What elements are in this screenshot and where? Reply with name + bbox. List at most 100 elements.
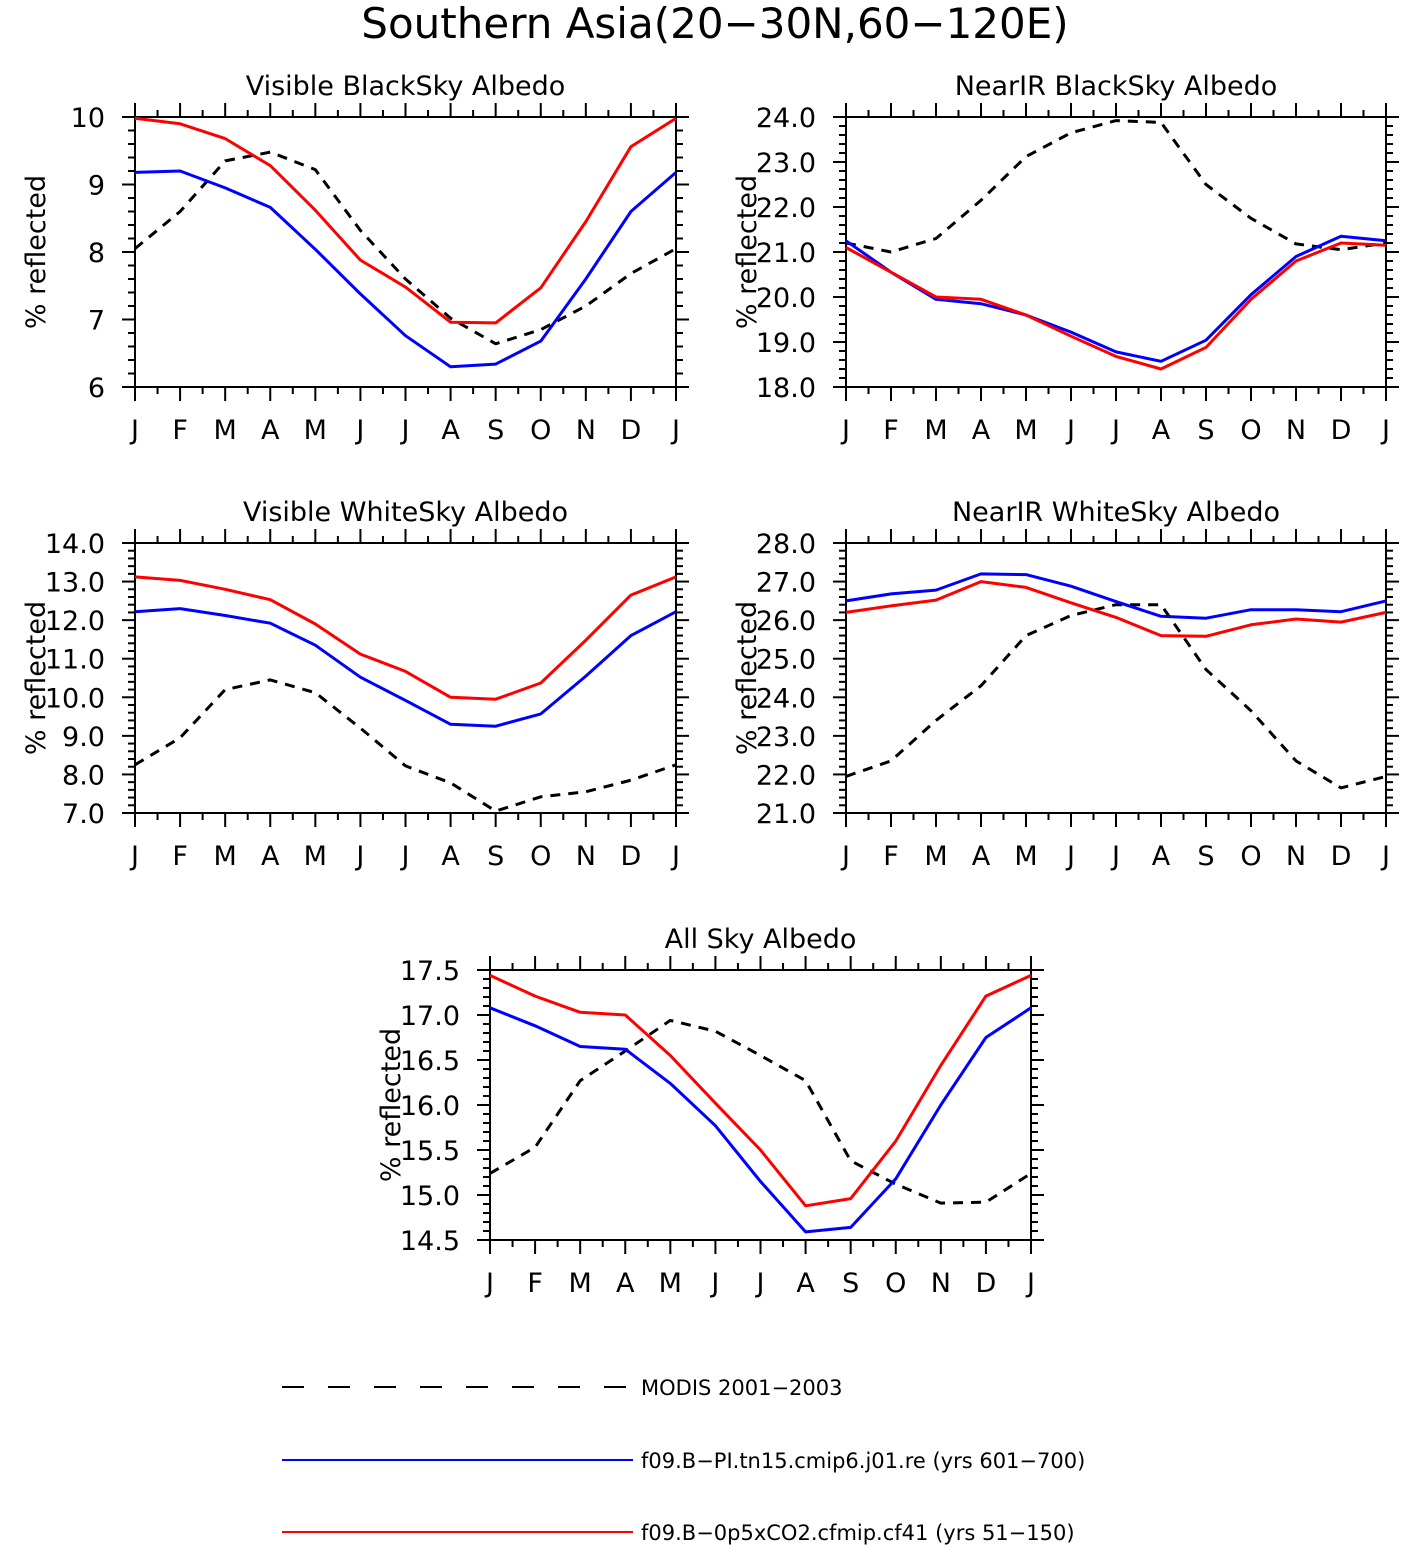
x-tick-label: J bbox=[354, 841, 364, 872]
y-tick-label: 10 bbox=[71, 103, 105, 134]
series-line-pi bbox=[489, 1006, 1032, 1234]
y-tick-label: 18.0 bbox=[756, 373, 816, 404]
x-tick-label: J bbox=[1110, 841, 1120, 872]
x-tick-label: M bbox=[659, 1268, 682, 1299]
legend-label-modis: MODIS 2001−2003 bbox=[641, 1376, 843, 1400]
x-tick-label: M bbox=[569, 1268, 592, 1299]
y-tick-label: 22.0 bbox=[756, 193, 816, 224]
panel-title: Visible BlackSky Albedo bbox=[246, 71, 566, 102]
x-tick-label: F bbox=[883, 841, 899, 872]
x-tick-label: O bbox=[1240, 841, 1261, 872]
x-tick-label: J bbox=[1065, 841, 1075, 872]
x-tick-label: M bbox=[1014, 841, 1037, 872]
x-tick-label: F bbox=[172, 415, 188, 446]
y-tick-label: 21.0 bbox=[756, 799, 816, 830]
x-tick-label: N bbox=[931, 1268, 951, 1299]
y-tick-label: 20.0 bbox=[756, 283, 816, 314]
x-tick-label: J bbox=[670, 841, 680, 872]
y-tick-label: 24.0 bbox=[756, 683, 816, 714]
series-line-modis bbox=[489, 1018, 1032, 1205]
x-tick-label: S bbox=[487, 841, 504, 872]
plot-frame bbox=[845, 542, 1387, 814]
x-tick-label: J bbox=[1065, 415, 1075, 446]
plot-frame bbox=[134, 542, 677, 814]
x-tick-label: D bbox=[621, 841, 642, 872]
x-tick-label: J bbox=[354, 415, 364, 446]
y-tick-label: 14.0 bbox=[45, 529, 105, 560]
legend: MODIS 2001−2003 f09.B−PI.tn15.cmip6.j01.… bbox=[282, 1376, 1085, 1545]
series-line-pi bbox=[134, 607, 677, 728]
y-tick-label: 25.0 bbox=[756, 645, 816, 676]
y-tick-label: 26.0 bbox=[756, 606, 816, 637]
x-tick-label: A bbox=[1152, 841, 1171, 872]
x-tick-label: A bbox=[441, 415, 460, 446]
y-axis-label: % reflected bbox=[21, 175, 52, 329]
panel-title: Visible WhiteSky Albedo bbox=[243, 497, 568, 528]
y-axis-label: % reflected bbox=[21, 601, 52, 755]
x-tick-label: D bbox=[1331, 415, 1352, 446]
x-tick-label: N bbox=[1286, 415, 1306, 446]
y-tick-label: 7.0 bbox=[62, 799, 105, 830]
x-tick-label: J bbox=[129, 415, 139, 446]
plot-frame bbox=[134, 116, 677, 388]
x-tick-label: M bbox=[924, 841, 947, 872]
y-tick-label: 7 bbox=[88, 306, 105, 337]
x-tick-label: J bbox=[670, 415, 680, 446]
y-tick-label: 28.0 bbox=[756, 529, 816, 560]
series-line-co2 bbox=[489, 974, 1032, 1208]
y-tick-label: 12.0 bbox=[45, 606, 105, 637]
y-tick-label: 16.5 bbox=[400, 1046, 460, 1077]
x-tick-label: J bbox=[484, 1268, 494, 1299]
y-tick-label: 24.0 bbox=[756, 103, 816, 134]
x-tick-label: D bbox=[1331, 841, 1352, 872]
x-tick-label: J bbox=[129, 841, 139, 872]
x-tick-label: J bbox=[1110, 415, 1120, 446]
x-tick-label: A bbox=[616, 1268, 635, 1299]
x-tick-label: J bbox=[1380, 841, 1390, 872]
y-tick-label: 16.0 bbox=[400, 1091, 460, 1122]
x-tick-label: F bbox=[527, 1268, 543, 1299]
x-tick-label: J bbox=[400, 841, 410, 872]
x-tick-label: O bbox=[530, 415, 551, 446]
y-axis-label: % reflected bbox=[732, 601, 763, 755]
x-tick-label: O bbox=[885, 1268, 906, 1299]
series-line-pi bbox=[845, 572, 1387, 620]
y-tick-label: 15.0 bbox=[400, 1181, 460, 1212]
series-line-modis bbox=[845, 119, 1387, 254]
x-tick-label: J bbox=[400, 415, 410, 446]
x-tick-label: N bbox=[576, 415, 596, 446]
y-tick-label: 8.0 bbox=[62, 760, 105, 791]
x-tick-label: A bbox=[261, 415, 280, 446]
y-tick-label: 13.0 bbox=[45, 568, 105, 599]
x-tick-label: A bbox=[441, 841, 460, 872]
x-tick-label: F bbox=[883, 415, 899, 446]
x-tick-label: S bbox=[1197, 841, 1214, 872]
x-tick-label: J bbox=[1025, 1268, 1035, 1299]
x-tick-label: S bbox=[1197, 415, 1214, 446]
y-axis-label: % reflected bbox=[376, 1028, 407, 1182]
y-tick-label: 21.0 bbox=[756, 238, 816, 269]
x-tick-label: J bbox=[709, 1268, 719, 1299]
x-tick-label: D bbox=[621, 415, 642, 446]
panel-title: NearIR WhiteSky Albedo bbox=[952, 497, 1280, 528]
y-tick-label: 9 bbox=[88, 171, 105, 202]
series-line-co2 bbox=[845, 241, 1387, 371]
panel-title: All Sky Albedo bbox=[665, 924, 857, 955]
x-tick-label: M bbox=[214, 415, 237, 446]
x-tick-label: A bbox=[796, 1268, 815, 1299]
y-tick-label: 23.0 bbox=[756, 148, 816, 179]
y-tick-label: 11.0 bbox=[45, 645, 105, 676]
series-line-co2 bbox=[134, 575, 677, 701]
x-tick-label: M bbox=[1014, 415, 1037, 446]
series-line-modis bbox=[845, 603, 1387, 790]
y-tick-label: 23.0 bbox=[756, 722, 816, 753]
y-tick-label: 14.5 bbox=[400, 1226, 460, 1257]
y-tick-label: 9.0 bbox=[62, 722, 105, 753]
x-tick-label: M bbox=[304, 415, 327, 446]
